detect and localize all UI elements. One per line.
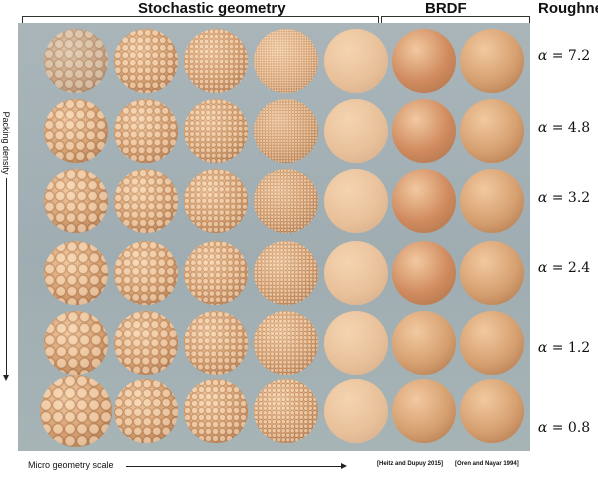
citation-oren-nayar: [Oren and Nayar 1994] xyxy=(455,461,519,467)
alpha-equals: = xyxy=(547,48,568,64)
alpha-label: α = 2.4 xyxy=(533,260,595,276)
sphere-render xyxy=(254,379,318,443)
sphere-render xyxy=(324,379,388,443)
sphere-render xyxy=(460,29,524,93)
sphere-render xyxy=(324,99,388,163)
alpha-value: 0.8 xyxy=(567,420,591,436)
alpha-equals: = xyxy=(547,340,568,356)
alpha-label: α = 4.8 xyxy=(533,120,595,136)
sphere-render xyxy=(254,169,318,233)
sphere-render xyxy=(460,241,524,305)
sphere-render xyxy=(254,29,318,93)
alpha-equals: = xyxy=(547,420,568,436)
alpha-equals: = xyxy=(547,260,568,276)
citation-heitz-dupuy: [Heitz and Dupuy 2015] xyxy=(377,461,444,467)
sphere-render xyxy=(114,379,178,443)
sphere-render xyxy=(392,99,456,163)
micro-geometry-scale-arrow xyxy=(126,463,347,469)
alpha-value: 2.4 xyxy=(567,260,591,276)
sphere-render xyxy=(184,311,248,375)
sphere-render xyxy=(184,241,248,305)
sphere-render xyxy=(460,311,524,375)
render-panel xyxy=(18,23,530,451)
stochastic-geometry-bracket xyxy=(22,16,379,23)
alpha-label: α = 0.8 xyxy=(533,420,595,436)
alpha-value: 3.2 xyxy=(567,190,591,206)
sphere-render xyxy=(392,379,456,443)
packing-density-label-box: Packing density xyxy=(1,98,11,188)
sphere-render xyxy=(324,311,388,375)
brdf-header: BRDF xyxy=(425,0,467,17)
sphere-render xyxy=(324,241,388,305)
packing-density-label: Packing density xyxy=(1,111,11,175)
sphere-render xyxy=(460,99,524,163)
sphere-render xyxy=(114,29,178,93)
sphere-render xyxy=(324,169,388,233)
sphere-render xyxy=(392,169,456,233)
sphere-render xyxy=(114,99,178,163)
alpha-symbol: α xyxy=(537,420,548,436)
sphere-render xyxy=(44,311,108,375)
sphere-render xyxy=(184,169,248,233)
sphere-render xyxy=(114,241,178,305)
brdf-bracket xyxy=(381,16,530,23)
alpha-symbol: α xyxy=(537,260,548,276)
sphere-render xyxy=(44,241,108,305)
sphere-render xyxy=(460,169,524,233)
alpha-label: α = 1.2 xyxy=(533,340,595,356)
sphere-render xyxy=(254,311,318,375)
packing-density-arrow xyxy=(3,178,9,381)
sphere-render xyxy=(40,375,112,447)
sphere-render xyxy=(44,99,108,163)
alpha-symbol: α xyxy=(537,48,548,64)
sphere-render xyxy=(114,311,178,375)
alpha-symbol: α xyxy=(537,190,548,206)
alpha-equals: = xyxy=(547,120,568,136)
alpha-label: α = 7.2 xyxy=(533,48,595,64)
sphere-render xyxy=(254,99,318,163)
sphere-render xyxy=(44,29,108,93)
sphere-render xyxy=(184,379,248,443)
alpha-symbol: α xyxy=(537,120,548,136)
alpha-value: 7.2 xyxy=(567,48,591,64)
sphere-render xyxy=(392,241,456,305)
roughness-header: Roughness xyxy=(538,0,598,17)
sphere-render xyxy=(324,29,388,93)
alpha-symbol: α xyxy=(537,340,548,356)
sphere-render xyxy=(392,29,456,93)
alpha-label: α = 3.2 xyxy=(533,190,595,206)
micro-geometry-scale-label: Micro geometry scale xyxy=(28,460,114,470)
sphere-render xyxy=(392,311,456,375)
alpha-equals: = xyxy=(547,190,568,206)
sphere-render xyxy=(184,29,248,93)
alpha-value: 4.8 xyxy=(567,120,591,136)
stochastic-geometry-header: Stochastic geometry xyxy=(138,0,286,17)
sphere-render xyxy=(44,169,108,233)
sphere-render xyxy=(254,241,318,305)
sphere-render xyxy=(184,99,248,163)
sphere-render xyxy=(114,169,178,233)
alpha-value: 1.2 xyxy=(567,340,591,356)
sphere-render xyxy=(460,379,524,443)
